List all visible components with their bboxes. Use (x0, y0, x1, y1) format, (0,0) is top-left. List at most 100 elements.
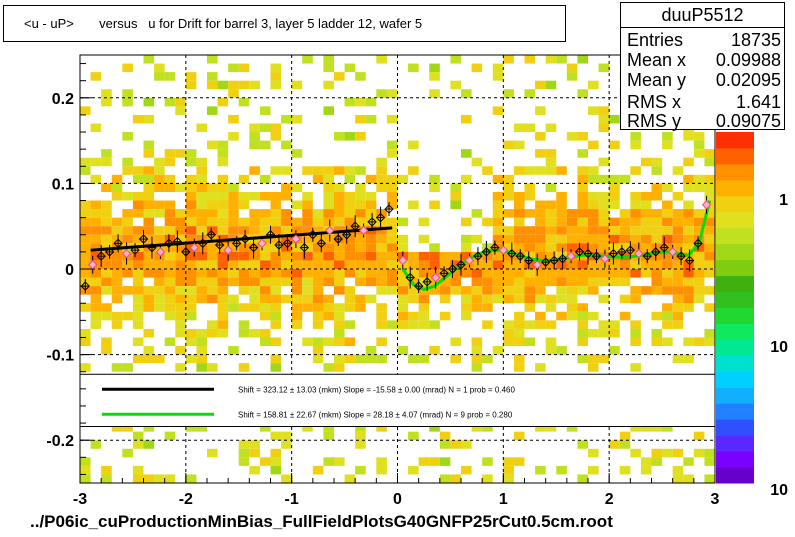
heat-cell (132, 311, 144, 321)
heat-cell (492, 346, 504, 355)
heat-cell (143, 174, 155, 184)
heat-cell (312, 243, 324, 252)
heat-cell (175, 260, 186, 269)
heat-cell (704, 183, 715, 192)
heat-cell (344, 474, 356, 483)
heat-cell (334, 303, 345, 312)
heat-cell (672, 191, 684, 201)
heat-cell (365, 260, 377, 269)
heat-cell (228, 277, 239, 287)
heat-cell (397, 269, 409, 278)
heat-cell (386, 234, 398, 244)
heat-cell (281, 294, 292, 304)
heat-cell (323, 63, 334, 73)
stats-value: 1.641 (735, 92, 781, 112)
heat-cell (291, 277, 303, 287)
heat-cell (545, 251, 557, 261)
heat-cell (101, 474, 112, 483)
heat-cell (207, 72, 218, 81)
heat-cell (196, 260, 207, 269)
heat-cell (154, 226, 165, 235)
heat-cell (302, 234, 313, 244)
heat-cell (598, 260, 610, 269)
heat-cell (651, 311, 663, 321)
heat-cell (408, 166, 419, 175)
heat-cell (598, 123, 610, 133)
heat-cell (693, 183, 705, 192)
fit-legend: Shift = 323.12 ± 13.03 (mkm) Slope = -15… (79, 373, 716, 428)
heat-cell (185, 191, 197, 201)
heat-cell (80, 474, 91, 483)
heat-cell (270, 217, 282, 227)
heat-cell (598, 320, 610, 329)
heat-cell (217, 183, 229, 192)
colorbar-swatch (716, 403, 754, 420)
profile-point (608, 248, 619, 259)
heat-cell (471, 337, 483, 347)
heat-cell (270, 200, 282, 210)
heat-cell (503, 260, 514, 269)
heat-cell (281, 183, 292, 192)
heat-cell (683, 303, 694, 312)
heat-cell (408, 320, 419, 329)
heat-cell (365, 294, 377, 304)
heat-cell (207, 234, 218, 244)
heat-cell (598, 200, 610, 210)
heat-cell (281, 234, 292, 244)
heat-cell (238, 63, 250, 73)
heat-cell (619, 431, 631, 441)
heat-cell (418, 251, 430, 261)
heat-cell (386, 251, 398, 261)
stats-label: Mean x (627, 50, 687, 70)
heat-cell (577, 354, 588, 364)
heat-cell (164, 303, 176, 312)
heat-cell (503, 337, 514, 347)
heat-cell (132, 226, 144, 235)
heat-cell (566, 234, 578, 244)
heat-cell (122, 132, 133, 141)
heat-cell (175, 294, 186, 304)
heat-cell (609, 328, 620, 338)
heat-cell (323, 166, 334, 175)
heat-cell (503, 243, 514, 252)
heat-cell (207, 363, 218, 372)
heat-cell (334, 337, 345, 347)
heat-cell (598, 209, 610, 218)
heat-cell (154, 183, 165, 192)
heat-cell (270, 465, 282, 475)
heat-cell (365, 234, 377, 244)
heat-cell (651, 183, 663, 192)
heat-cell (672, 269, 684, 278)
heat-cell (196, 166, 207, 175)
heat-cell (355, 97, 366, 107)
heat-cell (545, 80, 557, 90)
heat-cell (461, 89, 472, 98)
heat-cell (376, 89, 387, 98)
heat-cell (259, 226, 271, 235)
heat-cell (312, 311, 324, 321)
heat-cell (630, 286, 641, 295)
heat-cell (376, 311, 387, 321)
colorbar-swatch (716, 355, 754, 372)
heat-cell (291, 200, 303, 210)
heat-cell (132, 260, 144, 269)
heat-cell (101, 200, 112, 210)
heat-cell (323, 431, 334, 441)
heat-cell (365, 191, 377, 201)
heat-cell (175, 320, 186, 329)
heat-cell (556, 166, 567, 175)
heat-cell (662, 423, 673, 432)
heat-cell (334, 209, 345, 218)
heat-cell (122, 423, 133, 432)
heat-cell (132, 209, 144, 218)
heat-cell (270, 311, 282, 321)
heat-cell (461, 260, 472, 269)
heat-cell (291, 243, 303, 252)
heat-cell (577, 183, 588, 192)
heat-cell (323, 80, 334, 90)
heat-cell (439, 277, 451, 287)
heat-cell (323, 337, 334, 347)
heat-cell (217, 149, 229, 158)
heat-cell (154, 277, 165, 287)
heat-cell (270, 354, 282, 364)
